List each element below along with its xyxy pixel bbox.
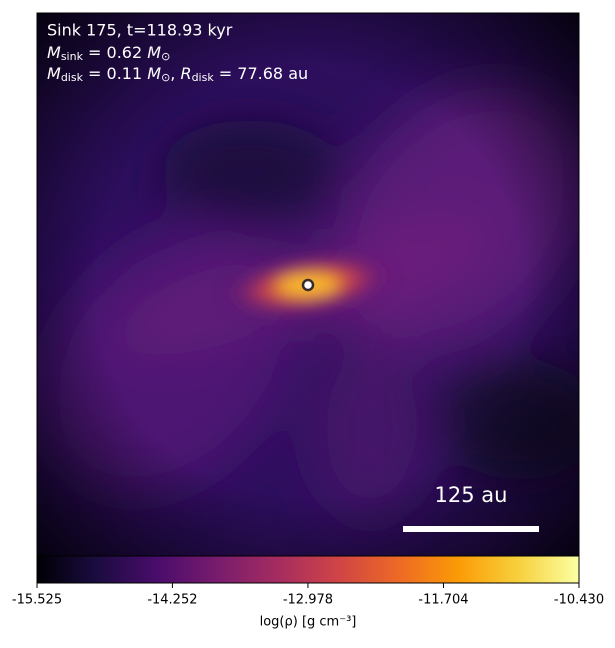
scale-bar: [403, 526, 539, 532]
annotation-part: ⊙: [161, 71, 170, 84]
colorbar-tick-label: -12.978: [283, 593, 333, 608]
annotation-part: sink: [61, 50, 84, 63]
annotation-part: ⊙: [161, 50, 170, 63]
annotation-part: = 0.11: [83, 64, 147, 83]
annotation: Mdisk = 0.11 M⊙, Rdisk = 77.68 au: [47, 64, 308, 85]
annotation: Sink 175, t=118.93 kyr: [47, 21, 233, 40]
colorbar: [36, 555, 580, 584]
annotation-part: M: [147, 64, 161, 83]
annotation-part: M: [147, 43, 161, 62]
annotation-part: ,: [170, 64, 180, 83]
colorbar-tick-label: -10.430: [554, 593, 604, 608]
colorbar-tick-label: -15.525: [12, 593, 62, 608]
annotation-part: R: [180, 64, 191, 83]
annotation-part: disk: [192, 71, 215, 84]
colorbar-tick-label: -14.252: [147, 593, 197, 608]
annotation-part: M: [47, 43, 61, 62]
annotation: Msink = 0.62 M⊙: [47, 43, 170, 64]
colorbar-label: log(ρ) [g cm⁻³]: [260, 615, 357, 630]
annotation-part: = 77.68 au: [214, 64, 308, 83]
annotation-part: M: [47, 64, 61, 83]
scale-bar-label: 125 au: [435, 483, 508, 507]
colorbar-tick-label: -11.704: [418, 593, 468, 608]
annotation-part: disk: [61, 71, 84, 84]
annotation-part: = 0.62: [83, 43, 147, 62]
sink-marker: [301, 278, 315, 292]
